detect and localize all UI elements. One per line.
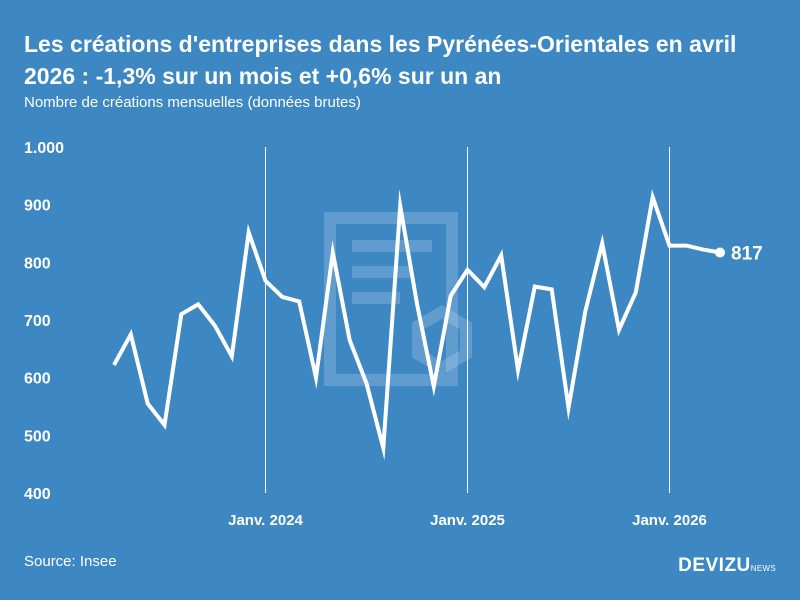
last-value-label: 817 <box>731 244 763 265</box>
series-layer: 817 <box>112 189 763 461</box>
y-tick-label: 700 <box>24 313 51 330</box>
last-point-marker <box>715 247 725 258</box>
x-tick-label: Janv. 2025 <box>430 512 505 529</box>
brand-name: DEVIZU <box>678 555 751 576</box>
y-tick-label: 600 <box>24 371 51 388</box>
y-tick-label: 800 <box>24 255 51 272</box>
document-watermark <box>324 212 472 386</box>
brand-logo: DEVIZUNEWS <box>678 555 776 577</box>
source-note: Source: Insee <box>24 553 117 570</box>
chart-subtitle: Nombre de créations mensuelles (données … <box>24 94 361 111</box>
x-tick-label: Janv. 2024 <box>228 512 303 529</box>
chart-title: Les créations d'entreprises dans les Pyr… <box>24 31 737 89</box>
brand-suffix: NEWS <box>750 564 776 573</box>
series-line <box>112 189 721 461</box>
x-tick-label: Janv. 2026 <box>632 512 707 529</box>
y-tick-label: 900 <box>24 198 51 215</box>
y-tick-label: 1.000 <box>24 140 64 157</box>
y-tick-label: 400 <box>24 486 51 503</box>
y-tick-label: 500 <box>24 428 51 445</box>
x-axis: Janv. 2024 Janv. 2025 Janv. 2026 <box>228 512 707 529</box>
y-axis: 1.000 900 800 700 600 500 400 <box>24 140 64 503</box>
grid-lines <box>265 147 670 493</box>
